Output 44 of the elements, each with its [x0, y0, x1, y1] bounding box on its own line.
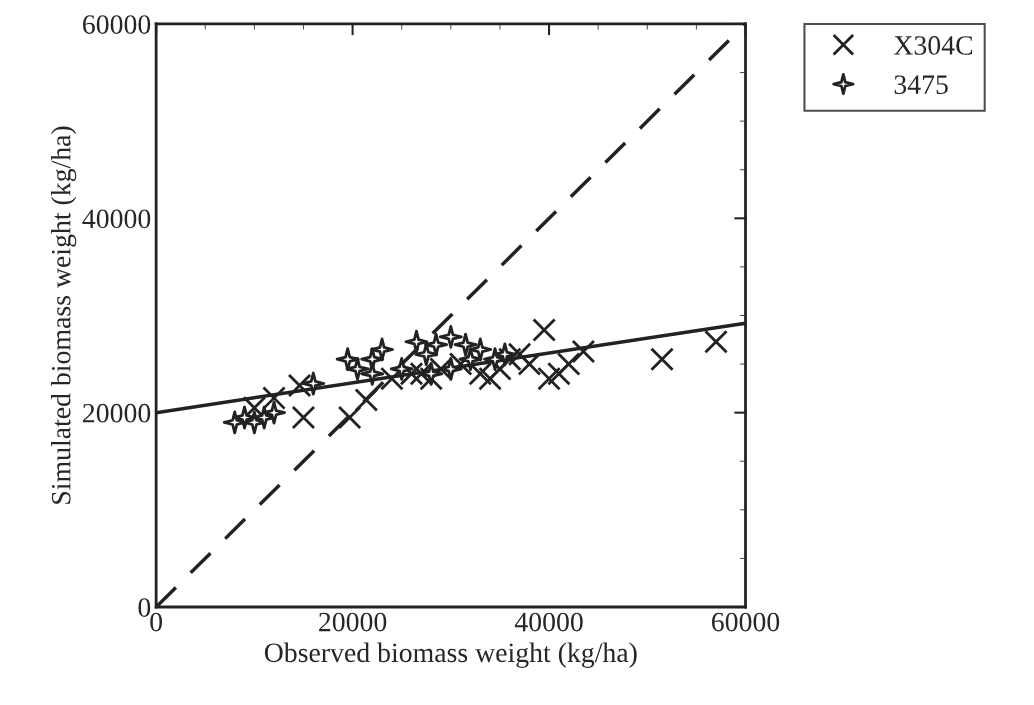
- x-tick-label: 40000: [514, 612, 583, 632]
- point: [448, 352, 473, 376]
- y-tick-label: 60000: [83, 15, 151, 34]
- legend-label: 3475: [894, 75, 948, 95]
- point: [262, 400, 286, 425]
- point: [404, 329, 429, 354]
- point: [507, 342, 532, 367]
- point: [424, 332, 449, 357]
- point: [453, 332, 478, 357]
- legend-label: X304C: [893, 36, 973, 55]
- point: [492, 342, 517, 367]
- point: [360, 361, 385, 386]
- point: [389, 357, 414, 381]
- y-tick-label: 40000: [82, 209, 151, 229]
- point: [468, 337, 493, 362]
- point: [571, 339, 596, 364]
- point: [262, 386, 286, 411]
- x-tick-label: 20000: [319, 612, 387, 632]
- point: [370, 337, 394, 362]
- point: [546, 361, 571, 386]
- point: [517, 352, 542, 376]
- point: [399, 361, 424, 386]
- point: [704, 329, 728, 354]
- point: [438, 324, 463, 349]
- point: [301, 371, 326, 396]
- point: [354, 388, 379, 412]
- point: [335, 347, 360, 372]
- point: [291, 405, 316, 430]
- x-tick-label: 60000: [711, 612, 780, 632]
- point: [287, 373, 312, 398]
- point: [337, 405, 362, 430]
- y-axis-title: Simulated biomass weight (kg/ha): [51, 126, 77, 504]
- point: [478, 366, 503, 391]
- point: [532, 318, 557, 342]
- point: [379, 366, 404, 391]
- point: [468, 361, 493, 386]
- point: [419, 361, 444, 386]
- point: [650, 347, 674, 372]
- point: [556, 352, 581, 376]
- y-tick-label: 20000: [83, 403, 151, 423]
- point: [537, 366, 561, 391]
- x-axis-title: Observed biomass weight (kg/ha): [264, 642, 637, 668]
- point: [345, 357, 370, 381]
- y-tick-label: 0: [138, 598, 151, 617]
